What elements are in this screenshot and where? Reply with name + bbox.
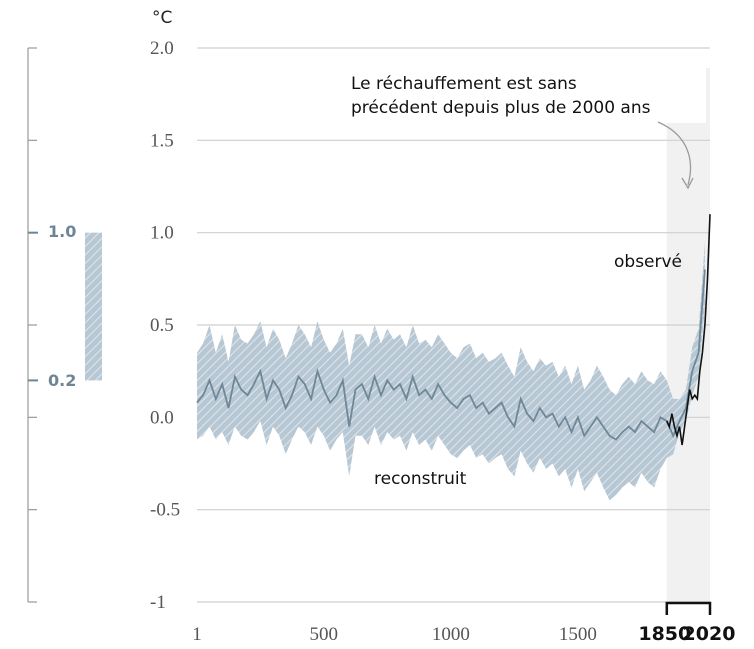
- x-tick-label: 1000: [432, 624, 470, 645]
- modern-period-bracket: [665, 601, 712, 615]
- y-tick-label: -1: [150, 592, 166, 613]
- annotation-background: [344, 67, 706, 123]
- side-range-bar: [85, 232, 102, 381]
- side-range-panel: 1.0 0.2: [27, 47, 102, 603]
- series-label-reconstruit: reconstruit: [374, 469, 467, 489]
- reconstructed-series-line: [196, 269, 706, 441]
- x-tick-label: 1: [192, 624, 202, 645]
- x-tick-label: 1500: [559, 624, 597, 645]
- x-tick-label-bold: 2020: [683, 623, 736, 645]
- y-tick-label: 1.5: [150, 130, 174, 151]
- period-bracket-line: [665, 601, 712, 615]
- side-axis-ticks: [28, 47, 38, 603]
- annotation-line-2: précédent depuis plus de 2000 ans: [351, 98, 651, 118]
- observed-series-line: [666, 214, 711, 446]
- y-tick-labels: 2.0 1.5 1.0 0.5 0.0 -0.5 -1: [150, 38, 180, 613]
- y-tick-label: -0.5: [150, 500, 180, 521]
- annotation-arrowhead: [681, 177, 694, 190]
- modern-period-highlight: [666, 68, 710, 602]
- reconstruction-uncertainty-band: [197, 241, 705, 501]
- y-tick-label: 0.0: [150, 407, 174, 428]
- side-high-label: 1.0: [48, 222, 76, 241]
- annotation-line-1: Le réchauffement est sans: [351, 74, 577, 94]
- y-tick-label: 1.0: [150, 223, 174, 244]
- y-axis-unit: °C: [152, 8, 172, 28]
- annotation-arrow: [657, 121, 692, 186]
- x-tick-label: 500: [310, 624, 339, 645]
- y-tick-label: 2.0: [150, 38, 174, 59]
- series-label-observe: observé: [614, 252, 682, 272]
- y-tick-label: 0.5: [150, 315, 174, 336]
- gridlines: [197, 47, 710, 603]
- side-low-label: 0.2: [48, 371, 76, 390]
- x-tick-label-bold: 1850: [638, 623, 691, 645]
